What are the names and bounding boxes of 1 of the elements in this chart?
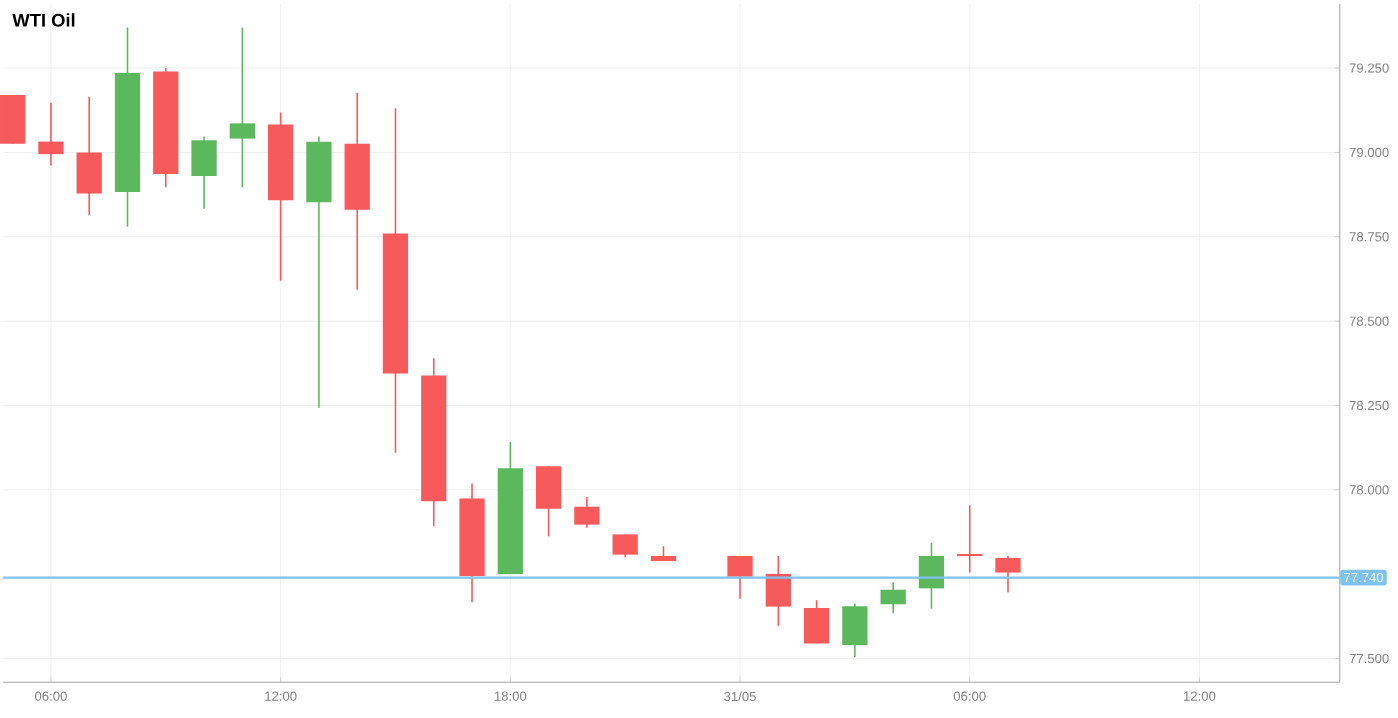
chart-title: WTI Oil: [12, 13, 75, 27]
